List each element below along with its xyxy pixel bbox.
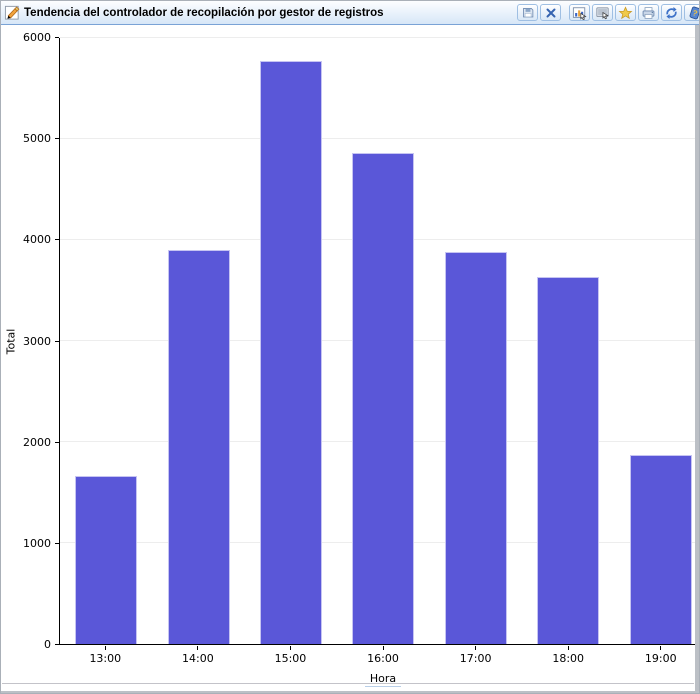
x-axis-ticks <box>59 646 699 650</box>
y-axis-tick-label: 0 <box>44 638 51 651</box>
x-axis-tick-mark <box>289 646 291 650</box>
x-axis-tick-mark <box>660 646 662 650</box>
y-axis-tick-mark <box>55 239 59 241</box>
y-axis-ticks <box>55 37 59 645</box>
window-right-frame <box>695 25 699 693</box>
x-tick-slot <box>429 646 522 650</box>
y-axis-tick-mark <box>55 138 59 140</box>
bar-slot <box>152 38 244 644</box>
bar-slot <box>522 38 614 644</box>
save-icon <box>522 8 533 18</box>
y-axis-tick-mark <box>55 441 59 443</box>
bar[interactable] <box>75 476 138 644</box>
x-tick-slot <box>337 646 430 650</box>
refresh-icon <box>666 6 677 19</box>
window-title: Tendencia del controlador de recopilació… <box>24 6 384 19</box>
save-button[interactable] <box>517 4 538 21</box>
x-tick-slot <box>522 646 615 650</box>
print-button[interactable] <box>638 4 659 21</box>
edit-pencil-icon <box>3 4 22 22</box>
x-axis-tick-label: 13:00 <box>89 652 122 665</box>
x-axis-tick-mark <box>567 646 569 650</box>
bar[interactable] <box>537 277 600 644</box>
bar-slot <box>60 38 152 644</box>
monitor-view-icon <box>596 6 609 19</box>
help-icon: ? <box>689 6 699 19</box>
x-axis-tick-mark <box>382 646 384 650</box>
favorite-button[interactable] <box>615 4 636 21</box>
panel-bottom-line <box>2 683 694 684</box>
x-axis-tick-label: 19:00 <box>644 652 677 665</box>
x-tick-slot <box>152 646 245 650</box>
x-tick-slot <box>244 646 337 650</box>
x-axis-labels: 13:00 14:00 15:00 16:00 17:00 18:00 19:00 <box>59 652 699 665</box>
bar[interactable] <box>260 61 323 644</box>
bar-slot <box>337 38 429 644</box>
x-axis-tick-mark <box>104 646 106 650</box>
help-button[interactable]: ? <box>684 4 699 21</box>
bar-slot <box>615 38 699 644</box>
close-button[interactable] <box>540 4 561 21</box>
gridline <box>60 138 699 139</box>
bar-slot <box>245 38 337 644</box>
x-axis-tick-mark <box>475 646 477 650</box>
bar[interactable] <box>629 455 692 644</box>
x-axis-title[interactable]: Hora <box>364 672 402 687</box>
y-axis-tick-label: 2000 <box>23 435 51 449</box>
x-axis-tick-label: 14:00 <box>182 652 214 665</box>
monitor-view-button[interactable] <box>592 4 613 21</box>
y-axis-tick-label: 4000 <box>23 233 51 247</box>
x-tick-slot <box>59 646 152 650</box>
toolbar: ? <box>515 4 699 21</box>
y-axis-tick-mark <box>55 542 59 544</box>
chart-view-button[interactable] <box>569 4 590 21</box>
chart-view-icon <box>572 6 587 20</box>
x-axis-tick-label: 17:00 <box>459 652 492 665</box>
svg-text:?: ? <box>691 8 699 18</box>
close-icon <box>546 8 555 17</box>
y-axis-tick-label: 6000 <box>23 31 51 44</box>
favorite-star-icon <box>618 5 633 19</box>
x-axis-title-row: Hora <box>59 669 699 687</box>
y-axis-tick-label: 5000 <box>23 132 51 146</box>
y-axis-tick-mark <box>55 340 59 342</box>
x-axis-tick-mark <box>197 646 199 650</box>
y-axis-labels: 0 1000 2000 3000 4000 5000 6000 <box>1 32 51 651</box>
gridline <box>60 37 699 38</box>
x-tick-slot <box>614 646 699 650</box>
print-icon <box>642 6 655 19</box>
plot-area <box>59 37 699 645</box>
bar[interactable] <box>167 250 230 644</box>
refresh-button[interactable] <box>661 4 682 21</box>
y-axis-tick-label: 1000 <box>23 536 51 550</box>
window-titlebar: Tendencia del controlador de recopilació… <box>1 1 699 25</box>
x-axis-tick-label: 18:00 <box>552 652 585 665</box>
y-axis-tick-label: 3000 <box>23 334 51 348</box>
y-axis-tick-mark <box>55 37 59 38</box>
bar-slot <box>430 38 522 644</box>
window-bottom-frame <box>1 691 699 693</box>
bars <box>60 38 699 644</box>
x-axis-tick-label: 15:00 <box>274 652 307 665</box>
bar[interactable] <box>352 153 415 644</box>
y-axis-tick-mark <box>55 644 59 645</box>
x-axis-tick-label: 16:00 <box>367 652 399 665</box>
bar[interactable] <box>444 252 507 644</box>
